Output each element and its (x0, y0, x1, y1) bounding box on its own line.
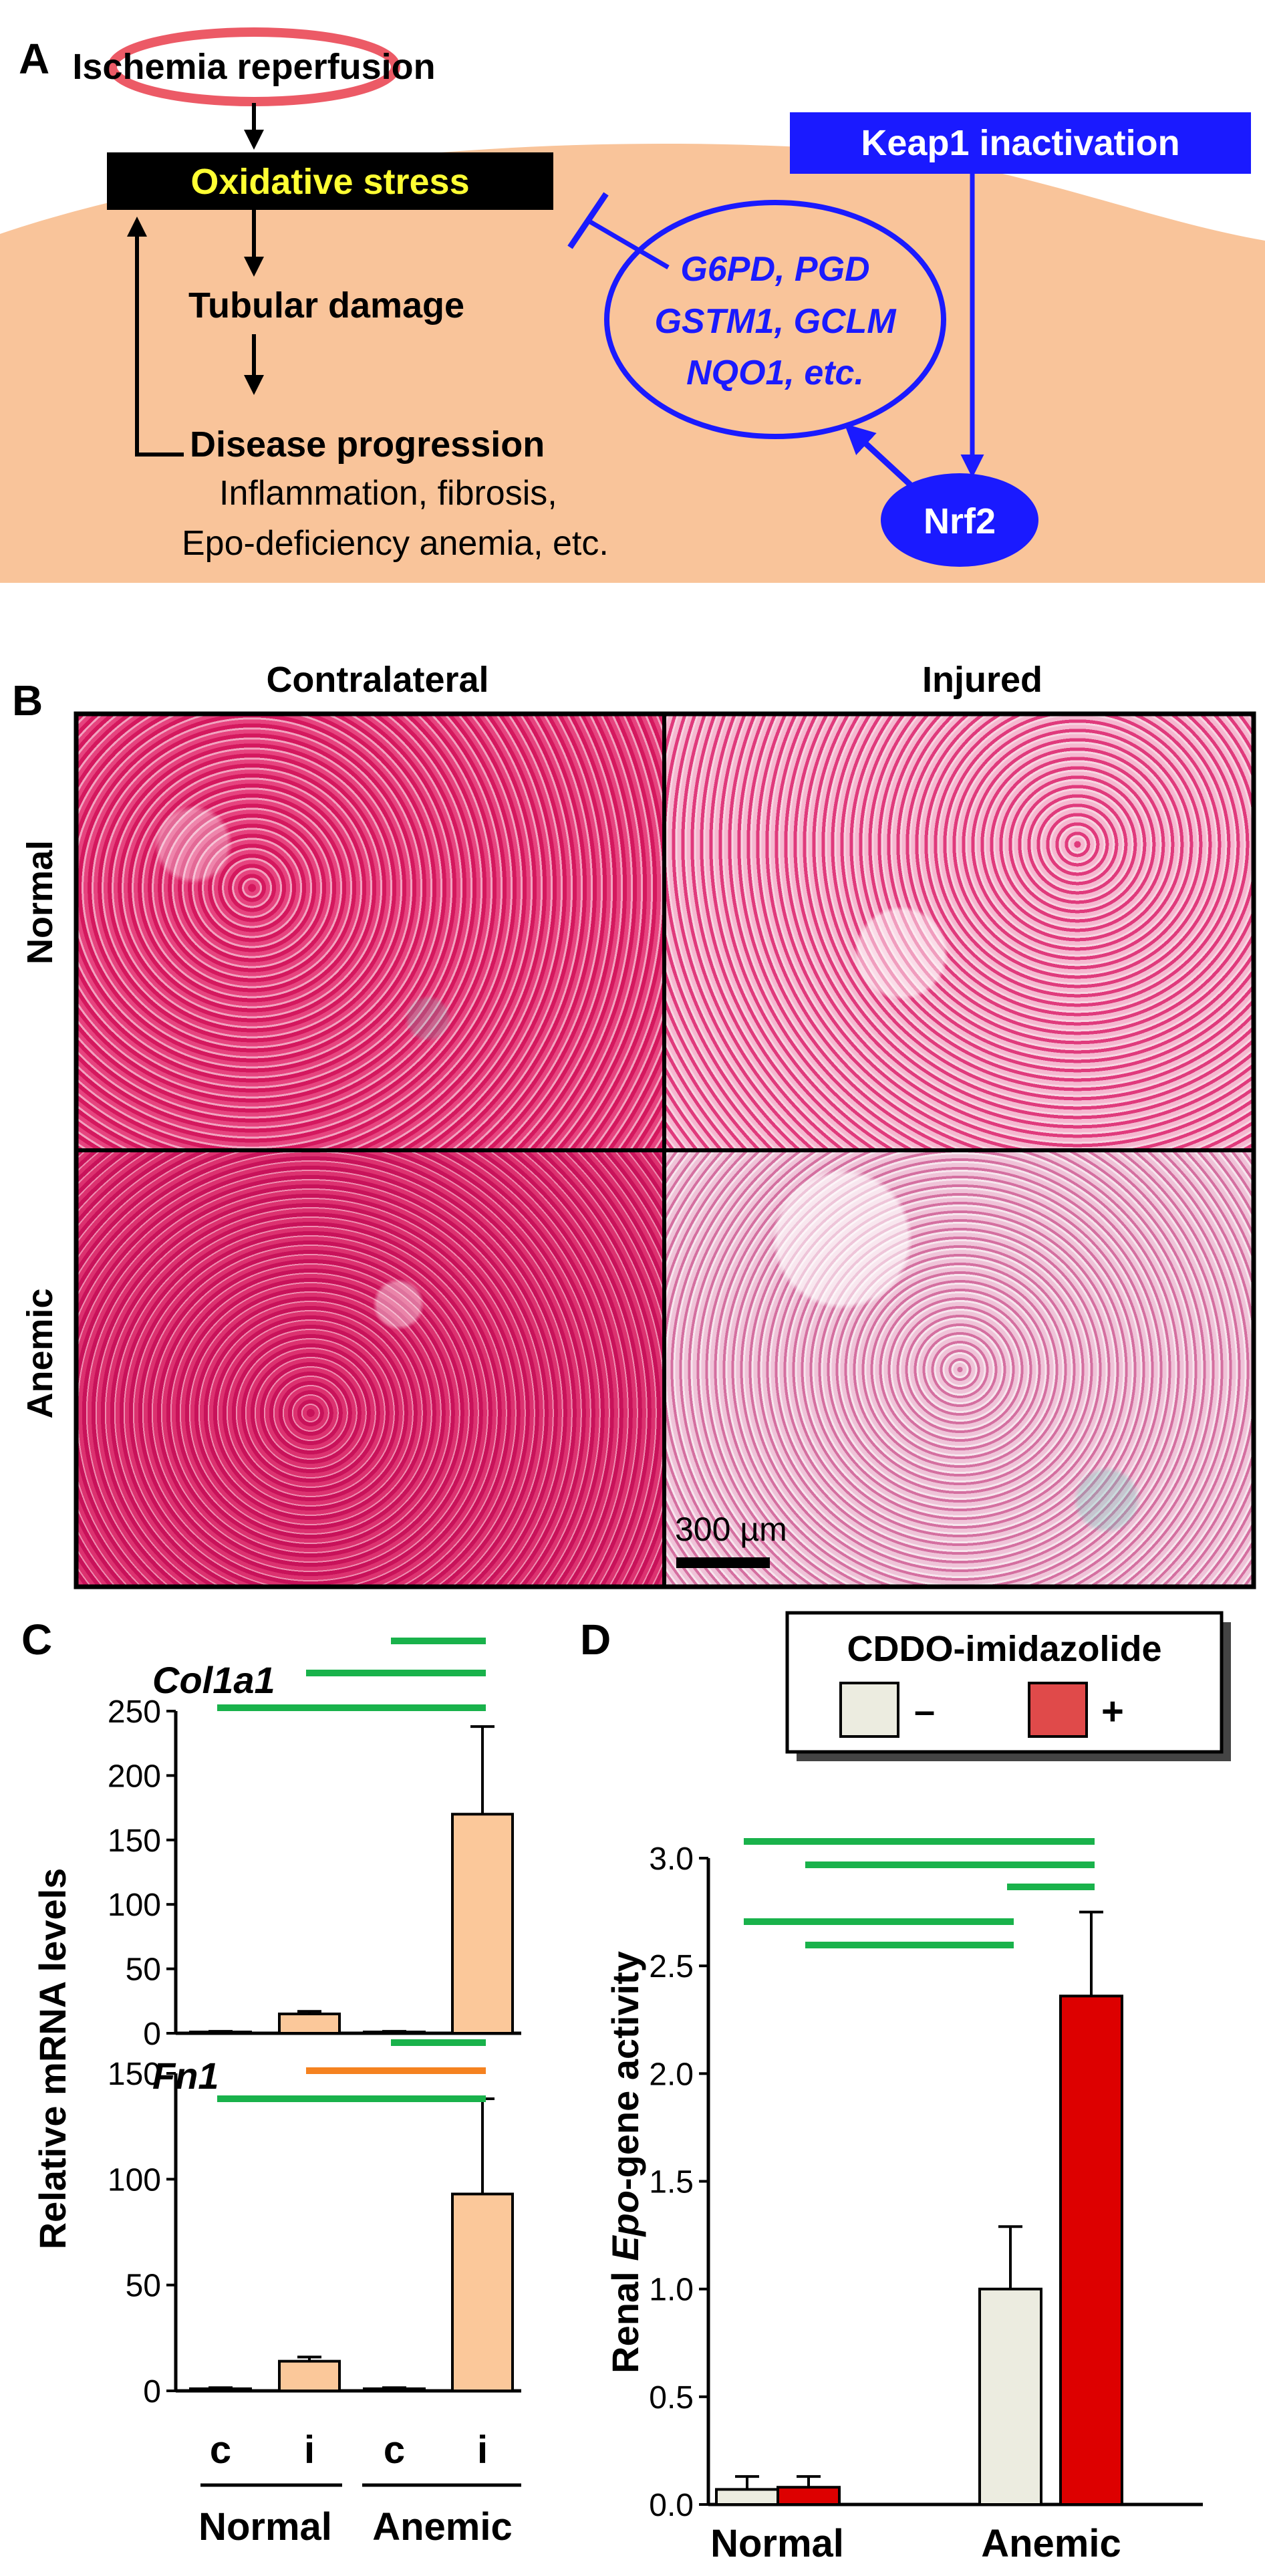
y-tick-label: 3.0 (649, 1841, 694, 1877)
panel-b-label: B (12, 676, 43, 725)
y-tick-label: 1.5 (649, 2165, 694, 2200)
y-tick-label: 1.0 (649, 2273, 694, 2308)
legend-swatch-plus (1028, 1682, 1088, 1738)
y-tick-label: 100 (108, 1888, 161, 1923)
bar (1059, 1994, 1123, 2506)
y-tick-label: 0.5 (649, 2380, 694, 2416)
y-tick-label: 150 (108, 1823, 161, 1859)
column-label-injured: Injured (922, 660, 1042, 700)
tubular-damage-label: Tubular damage (188, 285, 464, 326)
ylabel-part-pre: Renal (604, 2261, 646, 2373)
group-label: Normal (198, 2505, 332, 2549)
bar (715, 2488, 779, 2506)
group-label: Anemic (981, 2522, 1121, 2565)
panel-d-ylabel: Renal Epo-gene activity (604, 1951, 646, 2373)
scale-bar (676, 1557, 770, 1568)
y-tick-label: 2.5 (649, 1949, 694, 1984)
ylabel-part-italic: Epo (604, 2190, 646, 2261)
ischemia-label: Ischemia reperfusion (72, 47, 435, 87)
row-label-normal: Normal (20, 840, 60, 964)
x-tick-label: i (477, 2428, 488, 2472)
y-tick-label: 100 (108, 2162, 161, 2198)
y-tick-label: 0.0 (649, 2488, 694, 2523)
chart-title: Col1a1 (152, 1659, 275, 1701)
panel-b: B Contralateral Injured Normal Anemic 30… (12, 660, 1256, 1589)
scale-bar-label: 300 µm (675, 1511, 787, 1548)
y-tick-label: 50 (126, 1952, 161, 1988)
ylabel-part-post: -gene activity (604, 1951, 646, 2190)
panel-c: C Relative mRNA levels 0 50 100 150 200 250Co… (21, 1616, 521, 2549)
x-tick-label: i (304, 2428, 315, 2472)
y-tick-label: 0 (143, 2017, 161, 2052)
bar (451, 2192, 514, 2392)
bar (363, 2031, 426, 2035)
target-genes-ellipse (604, 200, 946, 439)
kidney-shape (0, 144, 1265, 583)
bar (978, 2287, 1042, 2506)
panel-d: D CDDO-imidazolide – + Renal Epo-gene ac… (580, 1611, 1231, 2565)
legend-title: CDDO-imidazolide (847, 1629, 1161, 1669)
column-label-contralateral: Contralateral (266, 660, 488, 700)
x-tick-label: c (210, 2428, 231, 2472)
nrf2-oval (881, 473, 1038, 567)
genes-line-2: GSTM1, GCLM (654, 302, 897, 341)
nrf2-label: Nrf2 (924, 501, 996, 541)
legend-swatch-minus (839, 1682, 899, 1738)
arrow-nrf2-genes (844, 423, 913, 487)
y-tick-label: 0 (143, 2374, 161, 2410)
disease-progression-label: Disease progression (190, 424, 545, 465)
group-label: Anemic (372, 2505, 513, 2549)
x-tick-label: c (384, 2428, 405, 2472)
y-tick-label: 50 (126, 2269, 161, 2304)
panel-c-label: C (21, 1616, 52, 1664)
bar (189, 2031, 252, 2035)
bar (777, 2486, 841, 2506)
group-label: Normal (710, 2522, 844, 2565)
bar (451, 1813, 514, 2035)
inhibition-line (587, 218, 670, 270)
oxidative-stress-label: Oxidative stress (190, 162, 469, 202)
inhibition-bar (567, 192, 609, 249)
chart-epo: 0.0 0.5 1.0 1.5 2.0 2.5 3.0 Normal Anemic (649, 1838, 1203, 2565)
micrograph-anemic-contralateral (76, 1152, 662, 1587)
bar (278, 2013, 341, 2035)
y-tick-label: 150 (108, 2057, 161, 2092)
keap1-label: Keap1 inactivation (861, 123, 1179, 163)
legend-label-plus: + (1101, 1690, 1124, 1733)
legend-label-minus: – (914, 1689, 935, 1731)
bar (189, 2387, 252, 2392)
panel-a: A Ischemia reperfusion Oxidative stress … (0, 27, 1265, 583)
y-tick-label: 2.0 (649, 2057, 694, 2092)
bar (363, 2387, 426, 2392)
micrograph-anemic-injured (666, 1152, 1254, 1587)
bar (278, 2359, 341, 2393)
row-label-anemic: Anemic (20, 1288, 60, 1418)
y-tick-label: 200 (108, 1759, 161, 1794)
ischemia-ring (108, 27, 400, 106)
micrograph-normal-contralateral (76, 714, 662, 1149)
feedback-loop-arrow (127, 217, 184, 457)
genes-line-3: NQO1, etc. (686, 354, 864, 392)
panel-d-label: D (580, 1616, 611, 1664)
keap1-box (790, 112, 1251, 174)
panel-c-ylabel: Relative mRNA levels (31, 1868, 74, 2250)
consequence-line-1: Inflammation, fibrosis, (219, 474, 557, 513)
chart-title: Fn1 (152, 2055, 219, 2097)
genes-line-1: G6PD, PGD (680, 250, 869, 289)
micrograph-normal-injured (666, 714, 1254, 1149)
y-tick-label: 250 (108, 1694, 161, 1730)
consequence-line-2: Epo-deficiency anemia, etc. (182, 524, 609, 563)
chart-c-xaxis: c i c i Normal Anemic (198, 2428, 521, 2549)
panel-a-label: A (19, 35, 49, 83)
oxidative-stress-box (107, 152, 553, 210)
